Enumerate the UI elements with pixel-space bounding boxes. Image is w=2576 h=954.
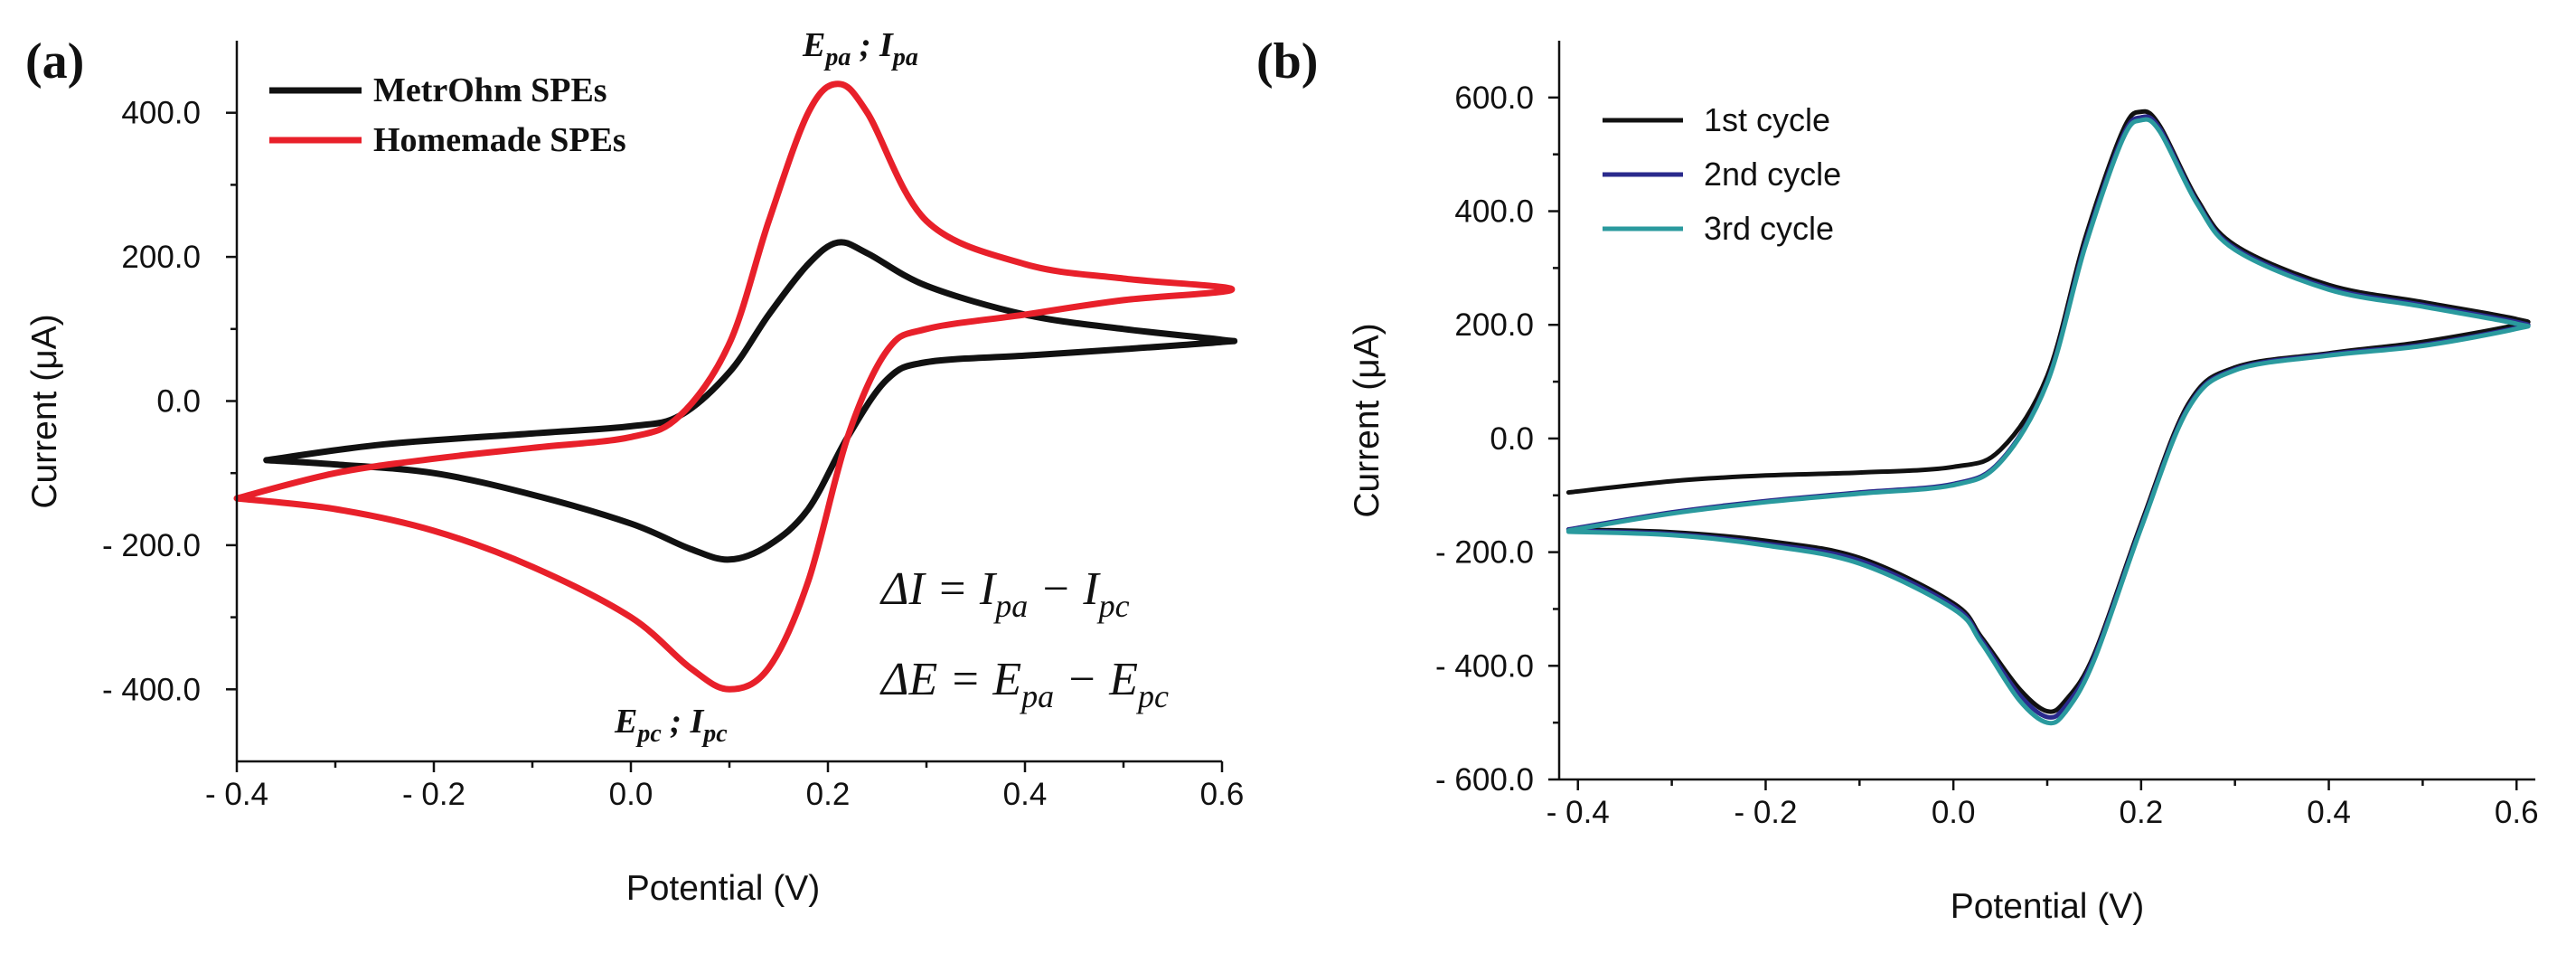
- legend-label-metrohm: MetrOhm SPEs: [373, 71, 607, 109]
- legend-label-1st-cycle: 1st cycle: [1704, 101, 1830, 138]
- panel-a-x-axis-title: Potential (V): [626, 869, 821, 908]
- panel-a-label: (a): [25, 33, 84, 90]
- legend-label-homemade: Homemade SPEs: [373, 121, 626, 159]
- panel-a-x-tick-label: - 0.2: [402, 777, 465, 812]
- panel-a-x-tick-label: 0.0: [609, 777, 653, 812]
- panel-b-label: (b): [1256, 33, 1318, 90]
- panel-a-annotations: Epa ; Ipa Epc ; Ipc ΔI = Ipa − Ipc ΔE = …: [614, 26, 1169, 748]
- panel-a-legend: MetrOhm SPEs Homemade SPEs: [269, 71, 626, 159]
- panel-a-x-ticks: - 0.4 - 0.2 0.0 0.2 0.4 0.6: [205, 761, 1244, 812]
- cathodic-peak-label: Epc ; Ipc: [614, 703, 728, 748]
- panel-b-x-ticks: - 0.4 - 0.2 0.0 0.2 0.4 0.6: [1547, 779, 2539, 830]
- panel-b-x-tick-label: - 0.4: [1547, 795, 1610, 830]
- series-line-2nd-cycle: [1565, 114, 2531, 720]
- panel-b-y-tick-label: - 200.0: [1435, 535, 1534, 571]
- panel-b-x-tick-label: 0.2: [2120, 795, 2164, 830]
- panel-b-x-tick-label: 0.4: [2307, 795, 2351, 830]
- panel-a-y-tick-label: - 200.0: [102, 528, 201, 563]
- panel-b-y-tick-label: 200.0: [1454, 307, 1534, 343]
- panel-a-y-tick-label: 400.0: [121, 96, 201, 131]
- series-line-1st-cycle: [1565, 109, 2531, 714]
- legend-label-3rd-cycle: 3rd cycle: [1704, 210, 1834, 247]
- legend-label-2nd-cycle: 2nd cycle: [1704, 156, 1841, 193]
- panel-a-y-ticks: - 400.0 - 200.0 0.0 200.0 400.0: [102, 96, 237, 707]
- panel-b-y-tick-label: 400.0: [1454, 194, 1534, 230]
- delta-i-equation: ΔI = Ipa − Ipc: [879, 563, 1130, 624]
- panel-b-y-tick-label: - 400.0: [1435, 648, 1534, 684]
- panel-a-x-tick-label: 0.4: [1003, 777, 1048, 812]
- panel-b-x-tick-label: - 0.2: [1734, 795, 1797, 830]
- panel-b-y-tick-label: 0.0: [1490, 421, 1534, 457]
- panel-b-curves: [1565, 109, 2531, 726]
- panel-b-x-tick-label: 0.6: [2495, 795, 2539, 830]
- panel-b: (b) - 0.4 - 0.2 0.0 0.2 0.4 0.6 - 600.0 - 400.…: [1256, 33, 2539, 926]
- panel-a-curves: [233, 80, 1238, 693]
- panel-b-y-axis-title: Current (μA): [1348, 323, 1387, 517]
- panel-b-legend: 1st cycle 2nd cycle 3rd cycle: [1603, 101, 1841, 247]
- panel-b-x-tick-label: 0.0: [1932, 795, 1976, 830]
- panel-b-y-ticks: - 600.0 - 400.0 - 200.0 0.0 200.0 400.0 600.0: [1435, 80, 1559, 798]
- panel-a-y-axis-title: Current (μA): [25, 314, 64, 508]
- series-line-homemade-spes: [233, 80, 1236, 693]
- panel-b-y-tick-label: - 600.0: [1435, 762, 1534, 798]
- panel-a-x-tick-label: - 0.4: [205, 777, 268, 812]
- panel-a-x-tick-label: 0.2: [806, 777, 851, 812]
- panel-a-y-tick-label: 200.0: [121, 240, 201, 275]
- panel-b-y-tick-label: 600.0: [1454, 80, 1534, 116]
- series-line-3rd-cycle: [1565, 117, 2531, 726]
- panel-b-x-axis-title: Potential (V): [1951, 887, 2145, 926]
- panel-a-x-tick-label: 0.6: [1200, 777, 1245, 812]
- delta-e-equation: ΔE = Epa − Epc: [879, 654, 1169, 714]
- anodic-peak-label: Epa ; Ipa: [802, 26, 918, 71]
- panel-a: (a) - 0.4 - 0.2 0.0 0.2 0.4 0.6 - 400.0 - 200.…: [25, 26, 1244, 908]
- panel-a-y-tick-label: 0.0: [156, 384, 201, 420]
- panel-a-y-tick-label: - 400.0: [102, 672, 201, 707]
